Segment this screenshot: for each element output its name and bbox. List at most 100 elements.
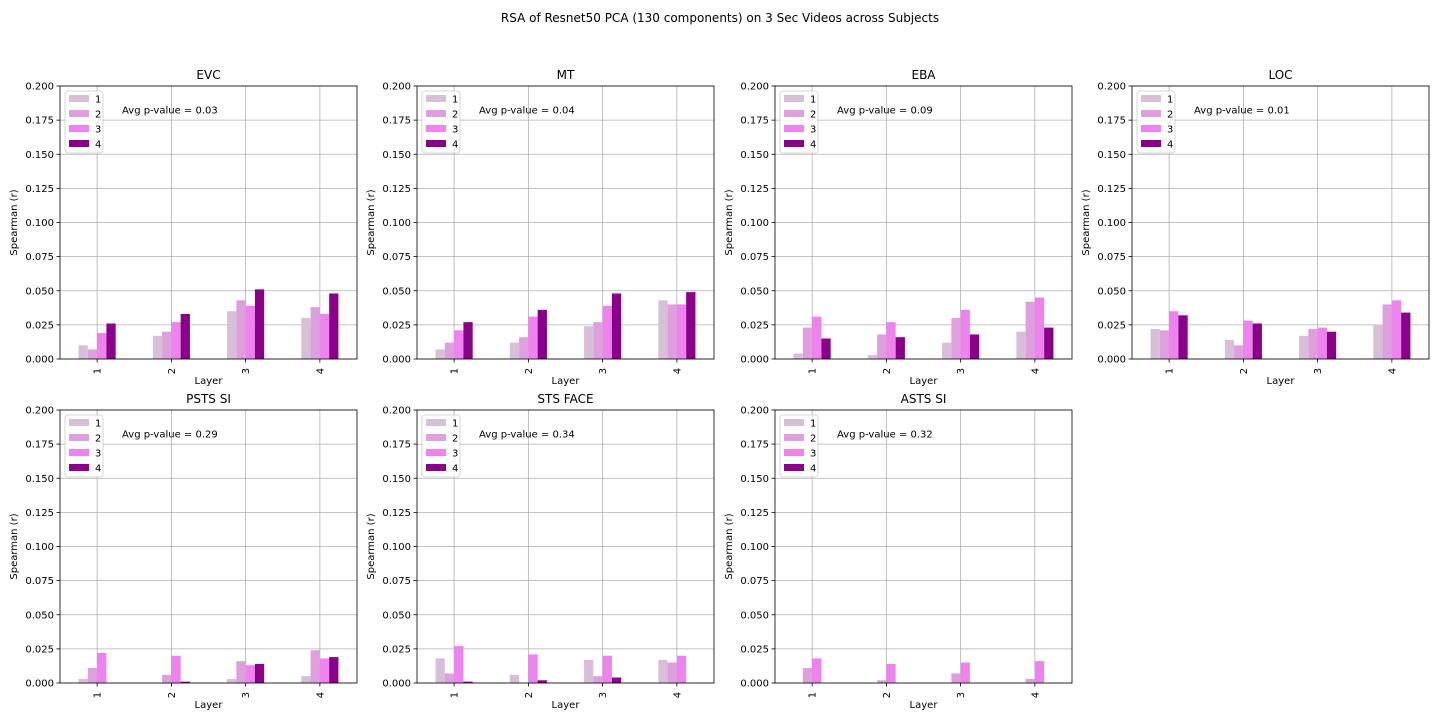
y-tick-label: 0.125 (1097, 184, 1126, 195)
x-tick-label: 4 (1030, 692, 1041, 698)
p-value-annotation: Avg p-value = 0.32 (837, 430, 933, 441)
legend-box (64, 90, 104, 154)
legend-swatch-3 (784, 449, 804, 456)
axes-frame (59, 85, 358, 360)
legend-swatch-1 (784, 419, 804, 426)
x-axis-label: Layer (552, 376, 581, 387)
bar-series-3-layer-4 (319, 658, 330, 683)
legend-label-2: 2 (95, 110, 101, 121)
y-tick-label: 0.075 (1097, 252, 1126, 263)
bar-series-4-layer-4 (686, 292, 696, 359)
legend-label-2: 2 (1167, 110, 1173, 121)
legend-swatch-3 (69, 125, 89, 132)
legend-label-4: 4 (95, 464, 101, 475)
bar-series-1-layer-4 (1373, 324, 1383, 359)
bar-series-2-layer-1 (444, 342, 455, 359)
bar-series-1-layer-3 (584, 659, 594, 683)
y-axis-label: Spearman (r) (724, 189, 735, 255)
x-tick-label: 4 (672, 692, 683, 698)
bar-series-3-layer-4 (676, 304, 687, 359)
bar-series-1-layer-1 (1150, 328, 1160, 359)
bar-series-4-layer-3 (254, 663, 265, 683)
bar-series-1-layer-1 (435, 349, 445, 359)
bar-series-2-layer-1 (87, 349, 98, 359)
bar-series-3-layer-1 (812, 658, 822, 683)
figure-suptitle: RSA of Resnet50 PCA (130 components) on … (500, 11, 940, 25)
y-tick-label: 0.050 (740, 610, 769, 621)
legend-swatch-4 (784, 140, 804, 147)
p-value-annotation: Avg p-value = 0.01 (1194, 106, 1290, 117)
bar-series-3-layer-4 (676, 655, 687, 683)
bar-series-1-layer-2 (867, 354, 878, 359)
y-tick-label: 0.075 (25, 252, 54, 263)
legend-swatch-2 (69, 434, 89, 441)
x-tick-label: 2 (524, 692, 535, 698)
bar-series-4-layer-2 (537, 309, 547, 359)
legend-label-4: 4 (452, 140, 458, 151)
x-axis-label: Layer (195, 700, 224, 711)
bar-series-3-layer-4 (1391, 300, 1402, 359)
subplot-title: LOC (1268, 68, 1292, 82)
y-tick-label: 0.100 (1097, 218, 1126, 229)
legend-box (779, 414, 819, 478)
legend-label-1: 1 (810, 419, 816, 430)
x-axis-label: Layer (910, 700, 939, 711)
y-tick-label: 0.075 (382, 252, 411, 263)
bar-series-4-layer-3 (611, 293, 622, 359)
bar-series-2-layer-1 (87, 667, 98, 683)
legend: 1 2 3 4 (779, 414, 819, 478)
bar-series-4-layer-2 (537, 680, 547, 683)
bar-series-3-layer-2 (528, 654, 538, 683)
y-tick-label: 0.000 (382, 679, 411, 690)
legend-box (64, 414, 104, 478)
legend-label-1: 1 (452, 419, 458, 430)
y-tick-label: 0.025 (740, 320, 769, 331)
bar-series-3-layer-2 (171, 322, 181, 359)
bar-series-2-layer-3 (236, 300, 246, 359)
bar-series-1-layer-2 (1224, 339, 1235, 359)
legend: 1 2 3 4 (421, 414, 461, 478)
p-value-annotation: Avg p-value = 0.34 (479, 430, 575, 441)
subplot-sts-face: 0.000 0.025 0.050 0.075 0.100 0.125 0.150 0.175… (366, 392, 715, 711)
bar-series-2-layer-1 (802, 327, 813, 359)
y-tick-label: 0.200 (25, 82, 54, 93)
y-tick-label: 0.100 (25, 542, 54, 553)
legend-label-4: 4 (1167, 140, 1173, 151)
y-tick-label: 0.175 (382, 440, 411, 451)
bar-series-2-layer-2 (877, 334, 887, 359)
subplot-psts-si: 0.000 0.025 0.050 0.075 0.100 0.125 0.150 0.175… (9, 392, 358, 711)
legend-swatch-1 (426, 419, 446, 426)
y-axis-label: Spearman (r) (724, 513, 735, 579)
y-tick-label: 0.075 (740, 576, 769, 587)
legend-label-3: 3 (1167, 125, 1173, 136)
legend-label-2: 2 (452, 434, 458, 445)
subplot-loc: 0.000 0.025 0.050 0.075 0.100 0.125 0.150 0.175… (1081, 68, 1430, 387)
legend-swatch-2 (784, 110, 804, 117)
legend-swatch-4 (426, 464, 446, 471)
subplot-evc: 0.000 0.025 0.050 0.075 0.100 0.125 0.150 0.175… (9, 68, 358, 387)
x-tick-label: 4 (1387, 368, 1398, 374)
bar-series-3-layer-3 (602, 655, 612, 683)
subplot-title: MT (557, 68, 575, 82)
y-tick-label: 0.000 (382, 355, 411, 366)
legend-swatch-3 (1141, 125, 1161, 132)
subplot-title: PSTS SI (186, 392, 231, 406)
y-tick-label: 0.025 (382, 644, 411, 655)
bar-series-2-layer-4 (310, 307, 320, 359)
bar-series-4-layer-1 (821, 338, 831, 359)
x-tick-label: 3 (598, 368, 609, 374)
x-tick-label: 4 (1030, 368, 1041, 374)
bar-series-4-layer-3 (254, 289, 265, 359)
legend-label-3: 3 (452, 449, 458, 460)
bar-series-2-layer-3 (951, 318, 961, 359)
legend-label-1: 1 (1167, 95, 1173, 106)
y-tick-label: 0.000 (740, 679, 769, 690)
bar-series-1-layer-4 (658, 300, 668, 359)
bar-series-4-layer-1 (463, 322, 473, 359)
legend-box (421, 414, 461, 478)
y-tick-label: 0.125 (25, 508, 54, 519)
legend-label-3: 3 (95, 449, 101, 460)
y-tick-label: 0.075 (740, 252, 769, 263)
x-tick-label: 3 (956, 692, 967, 698)
legend-label-3: 3 (95, 125, 101, 136)
